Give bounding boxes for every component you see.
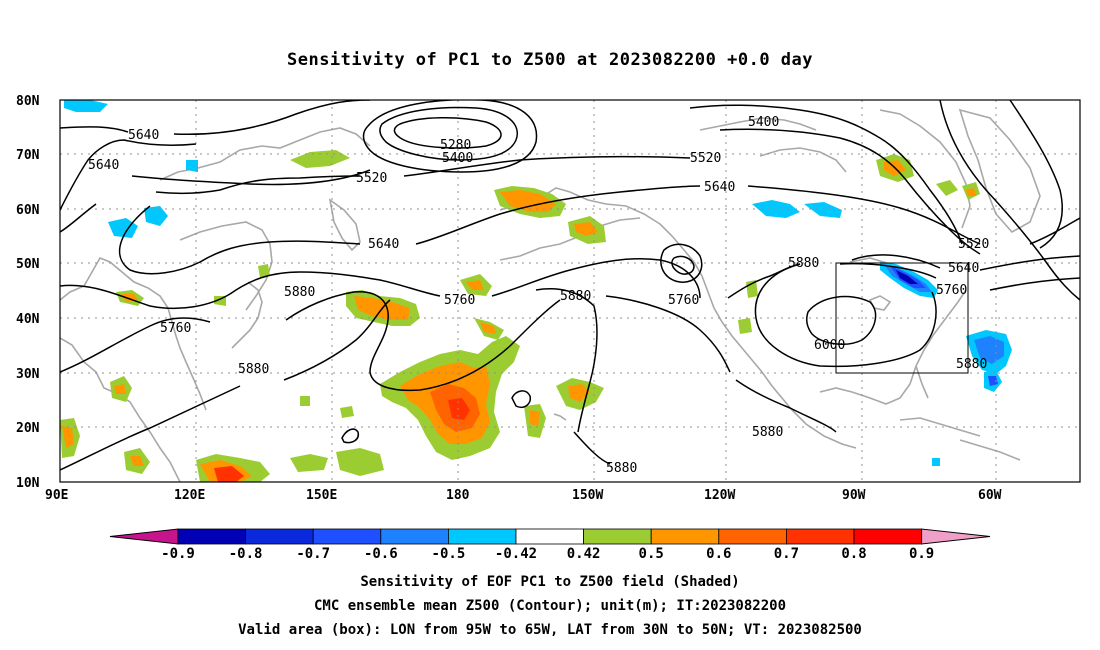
- colorbar-swatch: [380, 528, 449, 545]
- colorbar-label: 0.9: [909, 546, 934, 562]
- contour-label: 5520: [356, 171, 387, 186]
- colorbar-swatch: [853, 528, 922, 545]
- contour-label: 5880: [752, 425, 783, 440]
- lon-label: 180: [446, 488, 470, 503]
- contour-label: 5880: [238, 362, 269, 377]
- colorbar-label: -0.42: [495, 546, 537, 562]
- lon-label: 90E: [45, 488, 68, 503]
- colorbar-label: 0.42: [567, 546, 601, 562]
- chart-title: Sensitivity of PC1 to Z500 at 2023082200…: [286, 50, 813, 70]
- contour-label: 5880: [956, 357, 987, 372]
- sensitivity-shading: [60, 100, 1012, 482]
- colorbar-label: -0.6: [364, 546, 398, 562]
- contour-label: 6000: [814, 338, 845, 353]
- colorbar-swatch: [921, 528, 991, 545]
- colorbar-swatch: [515, 528, 584, 545]
- colorbar-swatch: [650, 528, 720, 545]
- lon-label: 120E: [174, 488, 205, 503]
- colorbar-swatch: [447, 528, 517, 545]
- contour-label: 5400: [442, 151, 473, 166]
- lon-label: 150W: [572, 488, 603, 503]
- contour-label: 5760: [160, 321, 191, 336]
- colorbar-label: 0.7: [774, 546, 799, 562]
- lon-labels: 90E 120E 150E 180 150W 120W 90W 60W: [45, 488, 1002, 503]
- contour-label: 5880: [284, 285, 315, 300]
- colorbar-swatch: [718, 528, 787, 545]
- graticule: [60, 100, 1080, 482]
- contour-label: 5640: [128, 128, 159, 143]
- colorbar-label: 0.6: [706, 546, 731, 562]
- lon-label: 60W: [978, 488, 1002, 503]
- contour-label: 5880: [606, 461, 637, 476]
- lat-label: 10N: [16, 476, 40, 491]
- contour-label: 5640: [368, 237, 399, 252]
- lat-label: 20N: [16, 421, 40, 436]
- map-frame: [59, 99, 1081, 483]
- caption-line-1: Sensitivity of EOF PC1 to Z500 field (Sh…: [360, 574, 740, 590]
- lat-label: 50N: [16, 257, 40, 272]
- z500-contours: [60, 100, 1080, 471]
- colorbar-label: -0.9: [161, 546, 195, 562]
- contour-label: 5640: [704, 180, 735, 195]
- caption-line-3: Valid area (box): LON from 95W to 65W, L…: [238, 622, 862, 638]
- lon-label: 120W: [704, 488, 735, 503]
- colorbar-label: 0.8: [841, 546, 866, 562]
- lat-label: 60N: [16, 203, 40, 218]
- colorbar-label: -0.7: [296, 546, 330, 562]
- contour-label: 5640: [88, 158, 119, 173]
- contour-label: 5520: [958, 237, 989, 252]
- colorbar-label: -0.8: [229, 546, 263, 562]
- lon-label: 150E: [306, 488, 337, 503]
- contour-label: 5760: [668, 293, 699, 308]
- contour-label: 5640: [948, 261, 979, 276]
- colorbar: -0.9 -0.8 -0.7 -0.6 -0.5 -0.42 0.42 0.5 0.6 0.7 0.…: [109, 528, 991, 562]
- lat-label: 40N: [16, 312, 40, 327]
- lat-label: 80N: [16, 94, 40, 109]
- colorbar-swatch: [109, 528, 179, 545]
- colorbar-swatch: [245, 528, 314, 545]
- contour-label: 5280: [440, 138, 471, 153]
- colorbar-swatch: [177, 528, 246, 545]
- colorbar-swatch: [312, 528, 382, 545]
- colorbar-swatch: [583, 528, 652, 545]
- valid-area-box: [835, 262, 969, 374]
- contour-labels: 5640 5640 5520 5280 5400 5400 5520 5640 …: [88, 115, 989, 476]
- contour-label: 5880: [560, 289, 591, 304]
- colorbar-label: 0.5: [639, 546, 664, 562]
- contour-label: 5400: [748, 115, 779, 130]
- lat-labels: 80N 70N 60N 50N 40N 30N 20N 10N: [16, 94, 40, 491]
- colorbar-label: -0.5: [432, 546, 466, 562]
- lon-label: 90W: [842, 488, 866, 503]
- caption-line-2: CMC ensemble mean Z500 (Contour); unit(m…: [313, 598, 786, 614]
- contour-label: 5760: [444, 293, 475, 308]
- colorbar-swatch: [786, 528, 855, 545]
- lat-label: 30N: [16, 367, 40, 382]
- contour-label: 5520: [690, 151, 721, 166]
- contour-label: 5760: [936, 283, 967, 298]
- lat-label: 70N: [16, 148, 40, 163]
- contour-label: 5880: [788, 256, 819, 271]
